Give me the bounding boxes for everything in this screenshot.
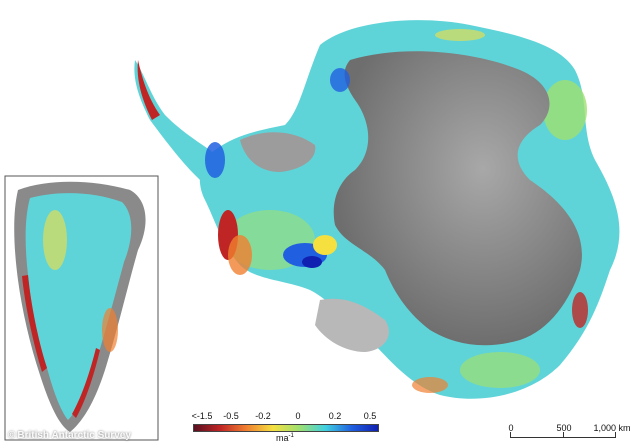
weddell-ice-shelf: [240, 132, 316, 172]
credit-label: © British Antarctic Survey: [8, 430, 131, 441]
north-coast-yellow-zone: [435, 29, 485, 41]
peninsula-red-coast: [137, 60, 160, 120]
colorbar-gradient: [193, 424, 379, 432]
greenland-west-red-coast: [22, 275, 47, 372]
scale-label-start: 0: [508, 423, 514, 433]
scale-bar-mid-tick: [563, 432, 564, 438]
colorbar-tick: 0.2: [328, 411, 342, 421]
greenland-southeast-red-coast: [72, 348, 100, 418]
west-antarctica-yellow-zone: [313, 235, 337, 255]
scale-label-mid: 500: [556, 423, 572, 433]
ross-ice-shelf: [315, 298, 389, 352]
east-coast-red-zone: [572, 292, 588, 328]
colorbar-tick: 0.5: [363, 411, 377, 421]
colorbar-tick: -0.5: [223, 411, 239, 421]
peninsula-blue-zone: [205, 142, 225, 178]
amundsen-sea-orange-zone: [228, 235, 252, 275]
east-antarctica-interior: [333, 51, 582, 346]
credit-text: British Antarctic Survey: [17, 430, 131, 441]
green-patch-east: [543, 80, 587, 140]
green-patch-south: [460, 352, 540, 388]
south-coast-orange-zone: [412, 377, 448, 393]
scale-label-end: 1,000 km: [593, 423, 631, 433]
antarctic-peninsula: [134, 60, 223, 192]
colorbar-unit: ma-1: [276, 433, 294, 443]
antarctica: [134, 20, 620, 399]
greenland-inset: [4, 175, 159, 441]
greenland-orange-zone: [102, 308, 118, 352]
copyright-icon: ©: [8, 430, 16, 441]
greenland-yellow-zone: [43, 210, 67, 270]
colorbar-tick: <-1.5: [191, 411, 213, 421]
colorbar-tick: 0: [295, 411, 301, 421]
colorbar-tick: -0.2: [255, 411, 271, 421]
northeast-blue-zone: [330, 68, 350, 92]
west-antarctica-deep-blue: [302, 256, 322, 268]
